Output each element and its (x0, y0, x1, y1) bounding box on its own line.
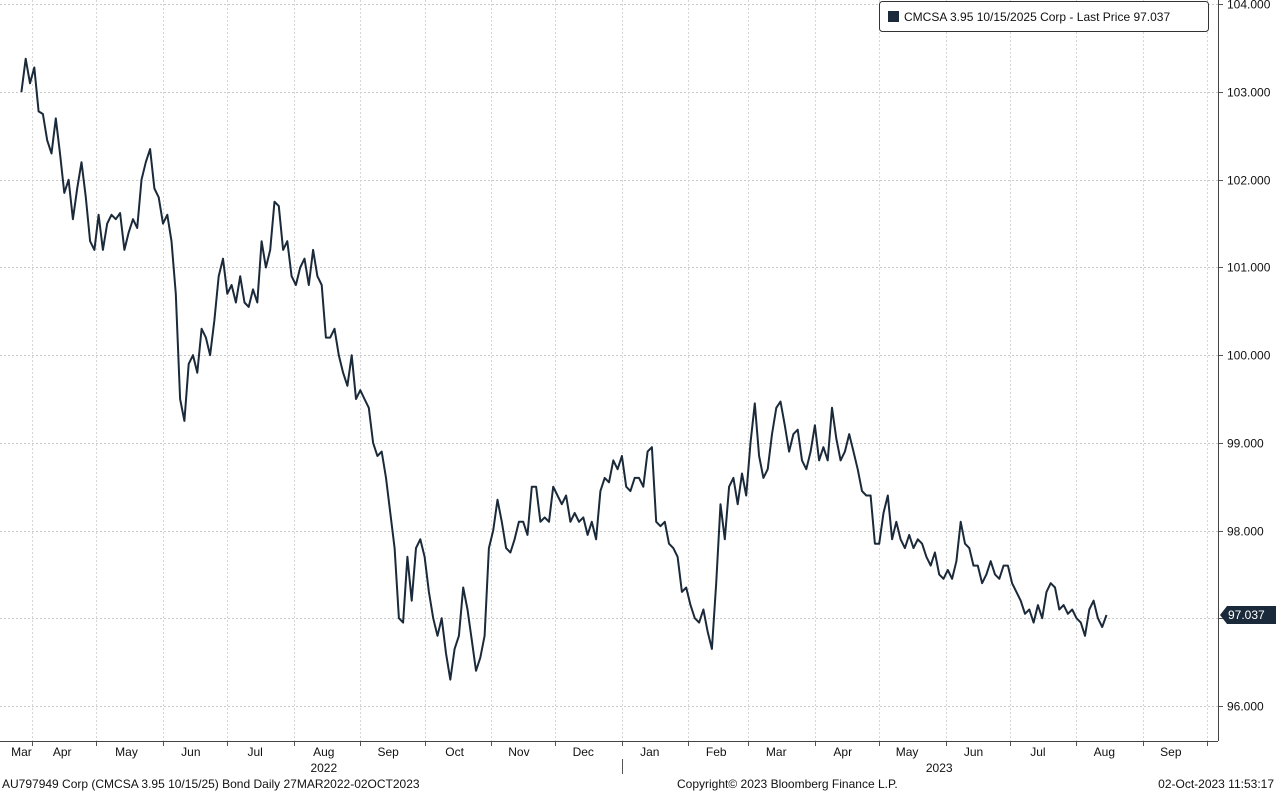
x-month-label: Jan (640, 745, 659, 759)
x-month-label: Jul (1030, 745, 1045, 759)
y-tick-label: 99.000 (1227, 437, 1264, 451)
x-year-label: 2023 (926, 761, 953, 775)
x-month-label: Jun (964, 745, 983, 759)
last-price-label: 97.037 (1228, 608, 1265, 622)
price-series-line (20, 57, 1108, 681)
legend-label: CMCSA 3.95 10/15/2025 Corp - Last Price … (904, 10, 1170, 24)
footer-bar: AU797949 Corp (CMCSA 3.95 10/15/25) Bond… (0, 776, 1276, 793)
y-tick-label: 100.000 (1227, 349, 1271, 363)
x-month-label: Jun (181, 745, 200, 759)
x-month-label: Apr (53, 745, 72, 759)
x-month-label: Apr (833, 745, 852, 759)
x-month-label: Oct (445, 745, 464, 759)
y-tick-label: 103.000 (1227, 86, 1271, 100)
x-month-label: Nov (508, 745, 529, 759)
x-month-label: Aug (313, 745, 334, 759)
x-month-label: Jul (248, 745, 263, 759)
series-layer (20, 57, 1108, 681)
y-tick-label: 96.000 (1227, 700, 1264, 714)
axes: 96.00097.00098.00099.000100.000101.00010… (0, 0, 1276, 775)
x-month-label: Mar (766, 745, 787, 759)
legend-box (879, 1, 1209, 32)
x-month-label: Feb (706, 745, 727, 759)
x-month-label: May (115, 745, 138, 759)
x-month-label: May (896, 745, 919, 759)
x-month-label: Sep (1160, 745, 1182, 759)
grid (0, 0, 1218, 741)
x-month-label: Mar (11, 745, 32, 759)
x-year-label: 2022 (310, 761, 337, 775)
footer-timestamp: 02-Oct-2023 11:53:17 (1158, 777, 1274, 791)
y-tick-label: 98.000 (1227, 525, 1264, 539)
legend: CMCSA 3.95 10/15/2025 Corp - Last Price … (879, 1, 1209, 32)
x-month-label: Dec (573, 745, 594, 759)
footer-copyright: Copyright© 2023 Bloomberg Finance L.P. (677, 777, 898, 791)
x-month-label: Aug (1094, 745, 1115, 759)
y-tick-label: 101.000 (1227, 261, 1271, 275)
last-price-marker (1220, 605, 1276, 624)
legend-swatch (888, 11, 899, 22)
y-tick-label: 104.000 (1227, 0, 1271, 12)
footer-security-info: AU797949 Corp (CMCSA 3.95 10/15/25) Bond… (2, 777, 420, 791)
y-tick-label: 102.000 (1227, 174, 1271, 188)
x-month-label: Sep (377, 745, 399, 759)
price-chart-svg: 96.00097.00098.00099.000100.000101.00010… (0, 0, 1276, 775)
